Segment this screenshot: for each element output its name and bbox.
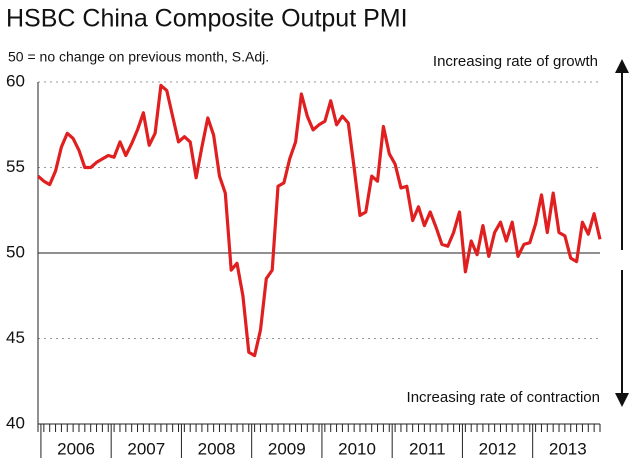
annotation: Increasing rate of growth: [433, 53, 598, 70]
y-tick-label: 60: [6, 71, 25, 90]
x-tick-label: 2006: [57, 439, 95, 458]
x-tick-label: 2011: [409, 439, 446, 458]
x-tick-label: 2012: [479, 439, 517, 458]
x-tick-label: 2007: [127, 439, 165, 458]
y-tick-label: 45: [6, 328, 25, 347]
chart-title: HSBC China Composite Output PMI: [6, 5, 408, 33]
subtitle: 50 = no change on previous month, S.Adj.: [8, 49, 269, 65]
x-tick-label: 2009: [268, 439, 306, 458]
annotation: Increasing rate of contraction: [407, 389, 600, 406]
x-tick-label: 2013: [549, 439, 587, 458]
x-tick-label: 2008: [198, 439, 236, 458]
y-tick-label: 55: [6, 157, 25, 176]
y-tick-label: 50: [6, 242, 25, 261]
x-tick-label: 2010: [338, 439, 376, 458]
data-line: [36, 83, 602, 358]
y-tick-label: 40: [6, 413, 25, 432]
